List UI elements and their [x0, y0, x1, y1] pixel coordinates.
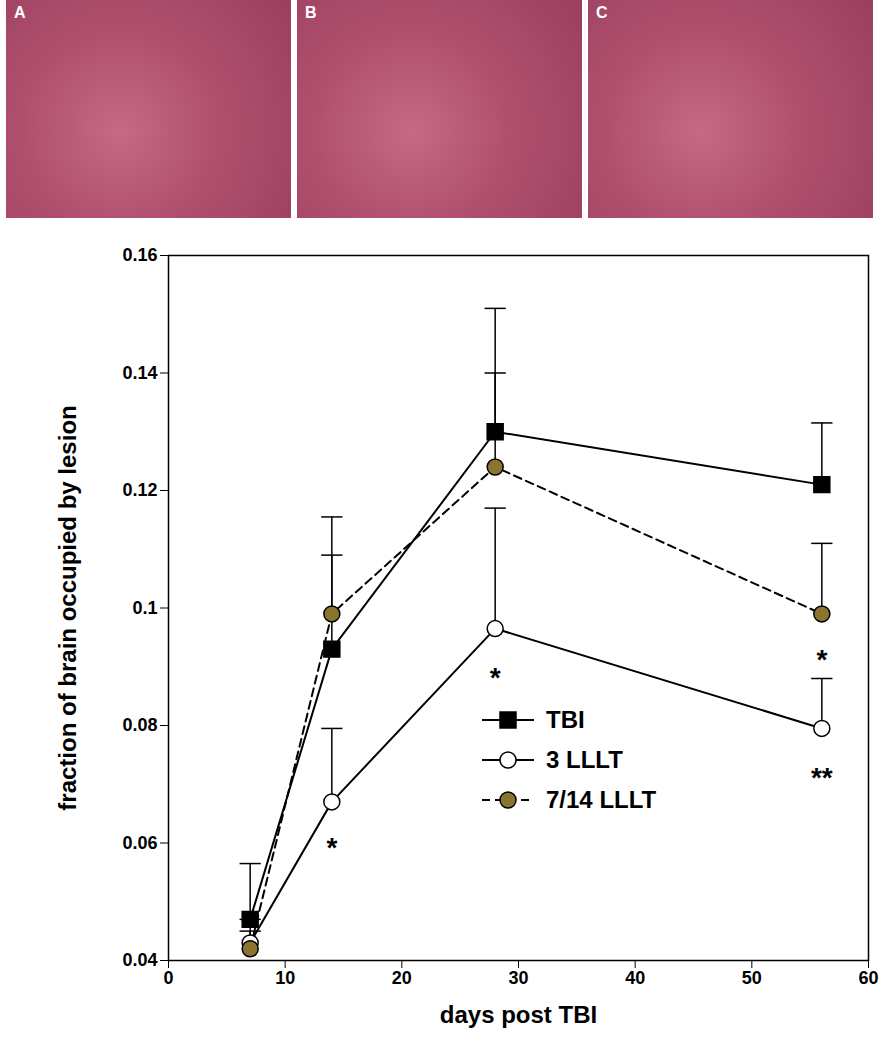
svg-text:0.14: 0.14	[122, 363, 157, 383]
html-text:7/14 LLLT: 7/14 LLLT	[546, 786, 657, 813]
html-text:3 LLLT: 3 LLLT	[546, 746, 623, 773]
svg-text:0.06: 0.06	[122, 833, 157, 853]
html-text:C: C	[596, 4, 608, 21]
svg-text:0.08: 0.08	[122, 715, 157, 735]
svg-text:*: *	[490, 662, 501, 693]
svg-text:10: 10	[275, 968, 295, 988]
svg-text:*: *	[816, 644, 827, 675]
html-text:B: B	[305, 4, 317, 21]
svg-text:60: 60	[858, 968, 878, 988]
svg-text:0.16: 0.16	[122, 245, 157, 265]
svg-text:0.04: 0.04	[122, 950, 157, 970]
svg-text:50: 50	[742, 968, 762, 988]
svg-text:40: 40	[625, 968, 645, 988]
html-text:TBI: TBI	[546, 706, 585, 733]
svg-text:0: 0	[163, 968, 173, 988]
svg-text:0.12: 0.12	[122, 480, 157, 500]
svg-text:fraction of brain occupied by: fraction of brain occupied by lesion	[54, 405, 81, 810]
html-text:A: A	[14, 4, 26, 21]
svg-text:*: *	[326, 832, 337, 863]
svg-text:30: 30	[508, 968, 528, 988]
svg-text:0.1: 0.1	[132, 598, 157, 618]
svg-text:**: **	[811, 762, 833, 793]
svg-text:days post TBI: days post TBI	[440, 1001, 597, 1028]
svg-text:20: 20	[392, 968, 412, 988]
